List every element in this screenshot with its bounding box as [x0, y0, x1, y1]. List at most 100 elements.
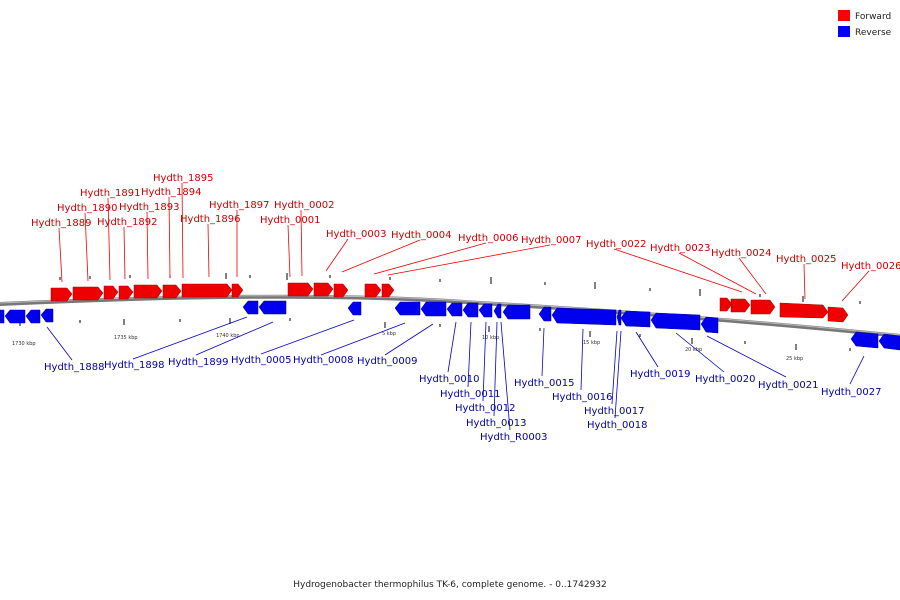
gene-reverse[interactable] — [242, 300, 259, 315]
gene-label: Hydth_0008 — [293, 355, 354, 366]
gene-label: Hydth_1892 — [97, 217, 158, 228]
legend-forward-swatch — [838, 10, 850, 21]
gene-label: Hydth_1896 — [180, 214, 241, 225]
gene-forward[interactable] — [779, 302, 829, 319]
gene-reverse[interactable] — [0, 309, 5, 324]
gene-forward[interactable] — [162, 284, 182, 299]
gene-label: Hydth_0013 — [466, 418, 527, 429]
gene-label: Hydth_0020 — [695, 374, 756, 385]
gene-label: Hydth_R0003 — [480, 432, 547, 443]
gene-label: Hydth_0002 — [274, 200, 335, 211]
gene-forward[interactable] — [364, 283, 382, 298]
gene-label: Hydth_1890 — [57, 203, 118, 214]
gene-label: Hydth_0016 — [552, 392, 613, 403]
gene-forward[interactable] — [827, 306, 849, 323]
gene-forward[interactable] — [72, 286, 104, 301]
gene-label: Hydth_0004 — [391, 230, 452, 241]
forward-labels: Hydth_1889 Hydth_1890 Hydth_1891 Hydth_1… — [31, 173, 900, 272]
gene-label: Hydth_0017 — [584, 406, 645, 417]
gene-label: Hydth_1891 — [80, 188, 141, 199]
gene-reverse[interactable] — [40, 308, 54, 323]
gene-reverse[interactable] — [650, 312, 701, 331]
legend-forward-label: Forward — [855, 12, 891, 22]
gene-reverse[interactable] — [538, 306, 552, 322]
gene-forward[interactable] — [118, 285, 134, 300]
ruler-label: 25 kbp — [786, 356, 803, 362]
gene-label: Hydth_0010 — [419, 374, 480, 385]
gene-forward[interactable] — [750, 299, 776, 315]
gene-label: Hydth_0026 — [841, 261, 900, 272]
gene-reverse[interactable] — [620, 310, 651, 328]
gene-reverse[interactable] — [258, 300, 287, 315]
gene-label: Hydth_0019 — [630, 369, 691, 380]
ruler-label: 1740 kbp — [216, 333, 240, 339]
gene-reverse[interactable] — [446, 302, 463, 317]
gene-reverse[interactable] — [700, 316, 719, 334]
gene-reverse[interactable] — [394, 301, 421, 316]
gene-label: Hydth_0005 — [231, 355, 292, 366]
gene-label: Hydth_1893 — [119, 202, 180, 213]
gene-reverse[interactable] — [462, 302, 479, 318]
ruler-label: 20 kbp — [685, 347, 702, 353]
ruler-labels: 1730 kbp 1735 kbp 1740 kbp 5 kbp 10 kbp … — [12, 331, 803, 362]
gene-forward[interactable] — [181, 283, 233, 298]
ruler-label: 5 kbp — [382, 331, 396, 337]
gene-label: Hydth_0025 — [776, 254, 837, 265]
reverse-genes — [0, 300, 900, 351]
gene-reverse[interactable] — [347, 301, 362, 316]
forward-genes — [50, 282, 849, 323]
ruler-label: 10 kbp — [482, 335, 499, 341]
reverse-leaders — [46, 316, 865, 431]
gene-reverse[interactable] — [25, 309, 41, 324]
gene-label: Hydth_1899 — [168, 357, 229, 368]
gene-forward[interactable] — [133, 284, 163, 299]
gene-label: Hydth_0024 — [711, 248, 772, 259]
gene-label: Hydth_1894 — [141, 187, 202, 198]
gene-label: Hydth_0027 — [821, 387, 882, 398]
gene-label: Hydth_0021 — [758, 380, 819, 391]
gene-label: Hydth_0015 — [514, 378, 575, 389]
gene-label: Hydth_1888 — [44, 362, 105, 373]
gene-label: Hydth_0011 — [440, 389, 501, 400]
ruler-label: 15 kbp — [583, 340, 600, 346]
gene-label: Hydth_0007 — [521, 235, 582, 246]
gene-forward[interactable] — [103, 285, 119, 300]
map-caption: Hydrogenobacter thermophilus TK-6, compl… — [293, 580, 607, 590]
legend: Forward Reverse — [838, 10, 892, 38]
gene-forward[interactable] — [313, 282, 334, 297]
gene-forward[interactable] — [333, 283, 349, 298]
gene-label: Hydth_0003 — [326, 229, 387, 240]
gene-forward[interactable] — [381, 283, 395, 298]
legend-reverse-label: Reverse — [855, 28, 892, 38]
gene-label: Hydth_0001 — [260, 215, 321, 226]
gene-reverse[interactable] — [420, 301, 447, 317]
reverse-labels: Hydth_1888 Hydth_1898 Hydth_1899 Hydth_0… — [44, 355, 882, 443]
forward-leaders — [58, 182, 870, 302]
gene-reverse[interactable] — [850, 331, 879, 349]
gene-label: Hydth_1889 — [31, 218, 92, 229]
ruler-label: 1735 kbp — [114, 335, 138, 341]
gene-reverse[interactable] — [551, 307, 617, 326]
gene-forward[interactable] — [50, 287, 73, 302]
gene-reverse[interactable] — [478, 303, 493, 318]
gene-forward[interactable] — [730, 298, 751, 313]
gene-label: Hydth_0006 — [458, 233, 519, 244]
gene-reverse[interactable] — [4, 309, 26, 324]
gene-reverse[interactable] — [502, 304, 531, 320]
gene-label: Hydth_1897 — [209, 200, 270, 211]
gene-reverse[interactable] — [493, 303, 502, 319]
ruler-label: 1730 kbp — [12, 341, 36, 347]
gene-reverse[interactable] — [616, 309, 622, 326]
gene-label: Hydth_0022 — [586, 239, 647, 250]
gene-label: Hydth_0018 — [587, 420, 648, 431]
gene-label: Hydth_1895 — [153, 173, 214, 184]
gene-forward[interactable] — [719, 297, 733, 312]
gene-forward[interactable] — [231, 283, 244, 298]
gene-forward[interactable] — [287, 282, 314, 297]
gene-label: Hydth_0012 — [455, 403, 516, 414]
gene-label: Hydth_0023 — [650, 243, 711, 254]
gene-label: Hydth_1898 — [104, 360, 165, 371]
gene-reverse[interactable] — [878, 333, 900, 351]
legend-reverse-swatch — [838, 26, 850, 37]
